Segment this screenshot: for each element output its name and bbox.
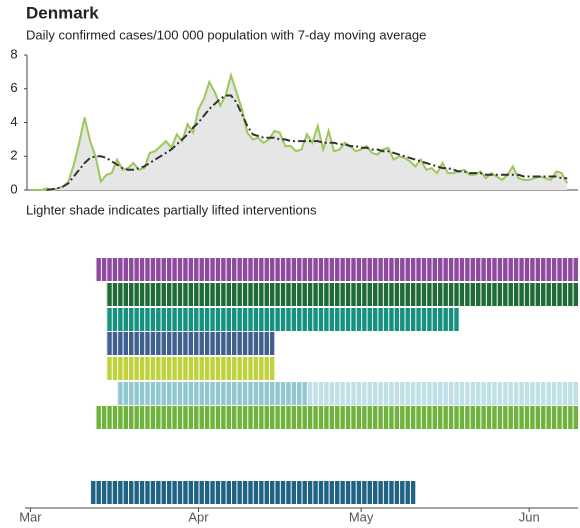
y-tick-label: 6	[10, 80, 17, 95]
line	[30, 71, 569, 192]
y-tick-label: 4	[10, 114, 17, 129]
bar-stripes	[106, 308, 459, 331]
chart-title: Denmark	[26, 3, 99, 22]
y-tick-label: 8	[10, 46, 17, 61]
y-tick-label: 0	[10, 181, 17, 196]
x-tick-label: Apr	[188, 509, 209, 524]
y-tick-label: 2	[10, 148, 17, 163]
bar-stripes	[95, 406, 578, 429]
bar-stripes	[95, 258, 578, 281]
x-tick-label: Mar	[19, 509, 42, 524]
x-tick-label: Jun	[519, 509, 540, 524]
area	[30, 75, 568, 190]
bar-stripes	[106, 357, 275, 380]
annotation: Lighter shade indicates partially lifted…	[26, 202, 317, 217]
x-tick-label: May	[349, 509, 374, 524]
chart-subtitle: Daily confirmed cases/100 000 population…	[26, 27, 426, 42]
bar-stripes	[90, 481, 416, 504]
bar-stripes	[106, 332, 275, 355]
bar-stripes	[106, 283, 578, 306]
bar-stripes	[117, 382, 579, 405]
line	[46, 94, 568, 191]
